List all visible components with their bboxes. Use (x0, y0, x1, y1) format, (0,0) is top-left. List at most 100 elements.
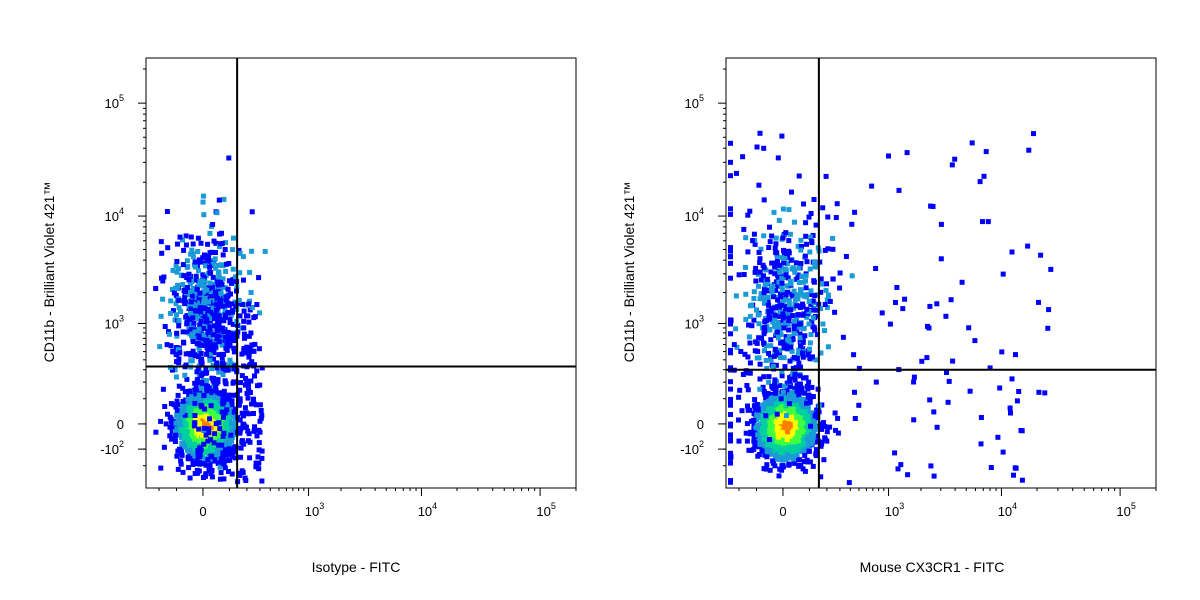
scatter-point (757, 296, 763, 302)
scatter-point (805, 403, 811, 409)
scatter-point (201, 441, 207, 447)
scatter-point (768, 357, 774, 363)
scatter-point (781, 251, 787, 257)
scatter-point (254, 302, 260, 307)
scatter-point (167, 331, 172, 337)
scatter-point (787, 334, 792, 340)
scatter-point (159, 275, 164, 281)
scatter-point (181, 298, 187, 304)
scatter-point (786, 298, 792, 304)
scatter-point (174, 259, 180, 264)
scatter-point (182, 419, 188, 425)
scatter-point (189, 428, 194, 434)
scatter-point (245, 313, 251, 319)
scatter-point (257, 310, 262, 316)
scatter-point (194, 369, 200, 375)
scatter-point (734, 344, 740, 350)
scatter-point (192, 441, 198, 447)
scatter-point (771, 397, 777, 403)
scatter-point (201, 332, 207, 338)
scatter-point (195, 453, 201, 459)
scatter-point (171, 290, 177, 296)
scatter-point (824, 297, 830, 303)
scatter-point (173, 263, 179, 269)
scatter-point (248, 361, 254, 367)
scatter-point (208, 456, 214, 462)
scatter-point (189, 331, 195, 337)
scatter-point (803, 233, 809, 239)
scatter-point (197, 342, 203, 348)
scatter-point (170, 268, 176, 273)
scatter-point (792, 318, 797, 324)
scatter-point (230, 380, 236, 386)
scatter-point (240, 254, 246, 260)
scatter-point (246, 319, 252, 325)
scatter-point (259, 413, 265, 418)
scatter-point (775, 314, 781, 319)
scatter-point (794, 292, 800, 298)
scatter-point (188, 408, 193, 414)
scatter-point (791, 425, 797, 431)
scatter-point (230, 321, 236, 327)
scatter-point (180, 329, 186, 335)
scatter-point (180, 262, 186, 268)
scatter-point (182, 301, 188, 307)
scatter-point (169, 436, 175, 442)
scatter-point (799, 424, 805, 430)
scatter-point (213, 453, 218, 459)
scatter-point (194, 286, 200, 292)
scatter-point (166, 329, 171, 335)
scatter-point (237, 250, 243, 256)
scatter-point (761, 273, 766, 279)
scatter-point (824, 429, 830, 435)
scatter-point (249, 305, 255, 310)
y-tick-label: -102 (100, 439, 124, 457)
scatter-point (211, 238, 217, 244)
scatter-point (768, 308, 774, 314)
scatter-point (181, 340, 187, 346)
scatter-point (806, 441, 811, 447)
scatter-point (764, 462, 770, 468)
scatter-point (241, 308, 247, 314)
scatter-point (792, 375, 798, 381)
scatter-point (781, 345, 787, 351)
scatter-point (158, 239, 164, 245)
scatter-point (180, 403, 185, 409)
scatter-point (797, 324, 803, 330)
scatter-point (212, 312, 217, 318)
scatter-point (223, 335, 228, 340)
scatter-point (196, 268, 201, 274)
scatter-point (230, 454, 235, 460)
scatter-point (235, 402, 241, 408)
scatter-point (193, 416, 199, 421)
scatter-point (196, 326, 202, 332)
scatter-point (764, 287, 770, 293)
scatter-point (745, 407, 751, 413)
scatter-point (223, 240, 229, 246)
scatter-point (213, 276, 219, 282)
scatter-point (775, 335, 781, 341)
scatter-point (256, 427, 262, 433)
scatter-point (256, 275, 262, 281)
scatter-point (797, 373, 803, 379)
scatter-point (811, 197, 817, 202)
y-tick-label: 0 (117, 417, 124, 432)
scatter-point (227, 442, 233, 448)
scatter-point (774, 411, 780, 417)
scatter-point (233, 274, 239, 280)
scatter-point (245, 381, 251, 387)
scatter-point (178, 431, 184, 437)
scatter-point (204, 287, 210, 293)
scatter-point (810, 394, 816, 399)
scatter-point (222, 379, 228, 385)
scatter-point (219, 456, 225, 462)
scatter-point (211, 440, 217, 446)
scatter-point (207, 250, 213, 256)
scatter-point (249, 401, 255, 407)
scatter-point (183, 289, 188, 294)
scatter-point (778, 340, 784, 346)
scatter-point (204, 351, 210, 357)
scatter-point (218, 445, 224, 451)
scatter-point (800, 339, 806, 345)
